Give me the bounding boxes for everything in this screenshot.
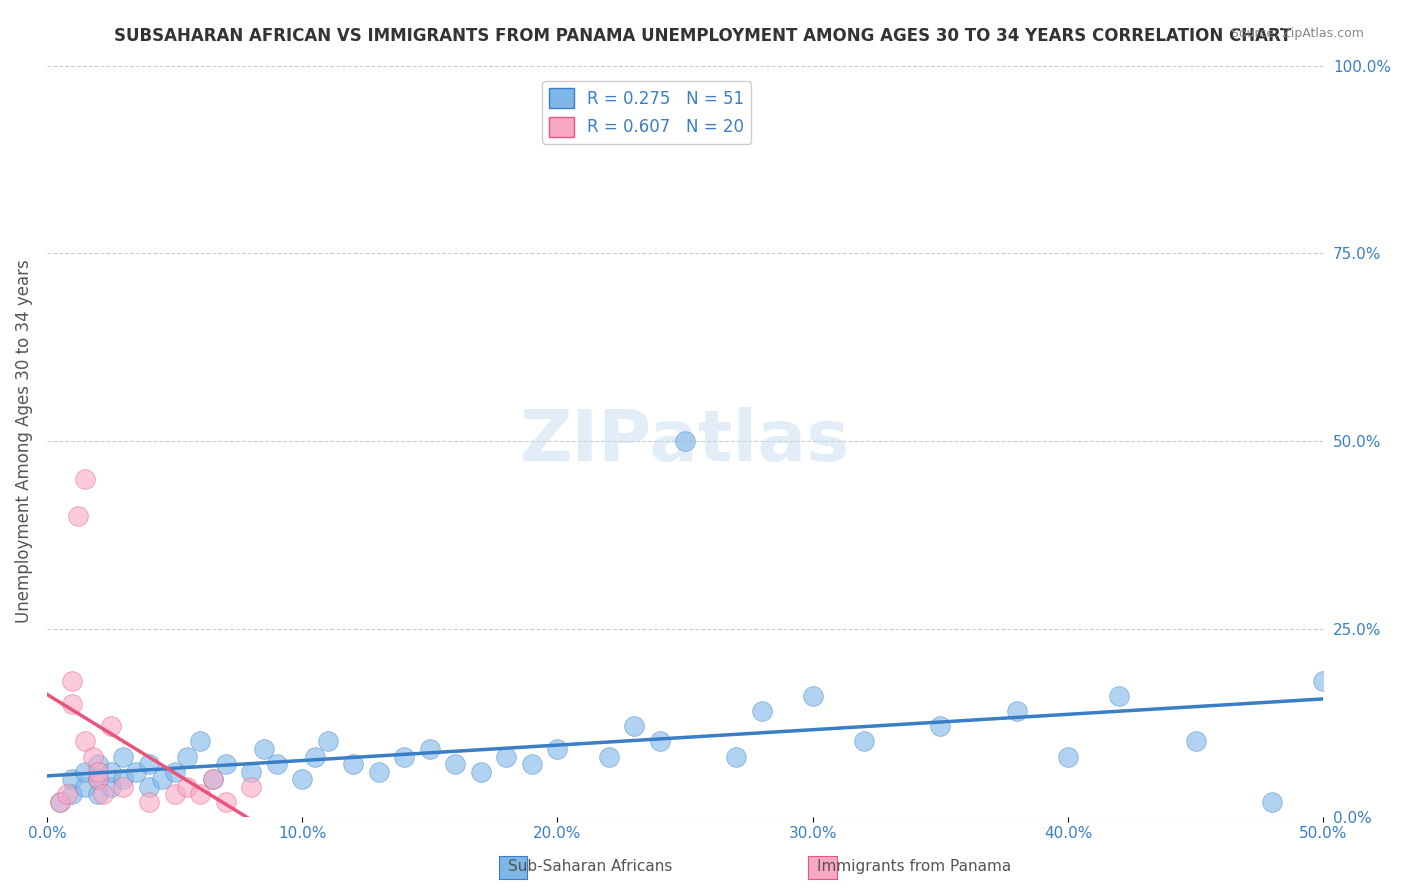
Point: [801, 690, 824, 704]
Point: [266, 757, 288, 772]
Point: [176, 780, 198, 794]
Point: [304, 749, 326, 764]
Point: [240, 764, 263, 779]
Point: [56, 787, 79, 801]
Point: [201, 772, 224, 786]
Point: [125, 764, 148, 779]
Point: [725, 749, 748, 764]
Point: [598, 749, 620, 764]
Point: [1261, 795, 1284, 809]
Point: [75, 472, 97, 486]
Point: [62, 772, 84, 786]
Point: [62, 674, 84, 689]
Point: [87, 772, 110, 786]
Point: [316, 734, 339, 748]
Point: [291, 772, 314, 786]
Point: [520, 757, 543, 772]
Point: [419, 742, 441, 756]
Point: [623, 719, 645, 733]
Point: [546, 742, 568, 756]
Point: [112, 749, 135, 764]
Point: [1108, 690, 1130, 704]
Point: [1184, 734, 1206, 748]
Point: [48, 795, 70, 809]
Point: [100, 764, 122, 779]
Point: [444, 757, 467, 772]
Point: [673, 434, 696, 449]
Point: [66, 509, 89, 524]
Point: [176, 749, 198, 764]
Point: [342, 757, 364, 772]
Point: [87, 764, 110, 779]
Point: [75, 780, 97, 794]
Point: [138, 780, 160, 794]
Point: [214, 757, 236, 772]
Text: Sub-Saharan Africans: Sub-Saharan Africans: [509, 859, 672, 874]
Text: Immigrants from Panama: Immigrants from Panama: [817, 859, 1011, 874]
Point: [751, 705, 773, 719]
Point: [138, 757, 160, 772]
Point: [240, 780, 263, 794]
Point: [82, 749, 104, 764]
Point: [188, 787, 211, 801]
Legend: R = 0.275   N = 51, R = 0.607   N = 20: R = 0.275 N = 51, R = 0.607 N = 20: [543, 81, 751, 144]
Point: [495, 749, 517, 764]
Point: [87, 772, 110, 786]
Point: [253, 742, 276, 756]
Point: [852, 734, 875, 748]
Text: Source: ZipAtlas.com: Source: ZipAtlas.com: [1230, 27, 1364, 40]
Point: [62, 787, 84, 801]
Point: [75, 764, 97, 779]
Point: [112, 780, 135, 794]
Point: [87, 757, 110, 772]
Point: [100, 780, 122, 794]
Text: ZIPatlas: ZIPatlas: [520, 407, 851, 475]
Point: [112, 772, 135, 786]
Point: [1057, 749, 1080, 764]
Point: [75, 734, 97, 748]
Point: [188, 734, 211, 748]
Point: [163, 764, 186, 779]
Text: SUBSAHARAN AFRICAN VS IMMIGRANTS FROM PANAMA UNEMPLOYMENT AMONG AGES 30 TO 34 YE: SUBSAHARAN AFRICAN VS IMMIGRANTS FROM PA…: [114, 27, 1292, 45]
Point: [470, 764, 492, 779]
Point: [150, 772, 173, 786]
Point: [48, 795, 70, 809]
Point: [87, 787, 110, 801]
Point: [163, 787, 186, 801]
Point: [138, 795, 160, 809]
Point: [648, 734, 671, 748]
Point: [1312, 674, 1334, 689]
Point: [394, 749, 416, 764]
Point: [1005, 705, 1028, 719]
Y-axis label: Unemployment Among Ages 30 to 34 years: Unemployment Among Ages 30 to 34 years: [15, 260, 32, 623]
Point: [62, 697, 84, 711]
Point: [91, 787, 114, 801]
Point: [367, 764, 389, 779]
Point: [201, 772, 224, 786]
Point: [214, 795, 236, 809]
Point: [929, 719, 952, 733]
Point: [100, 719, 122, 733]
